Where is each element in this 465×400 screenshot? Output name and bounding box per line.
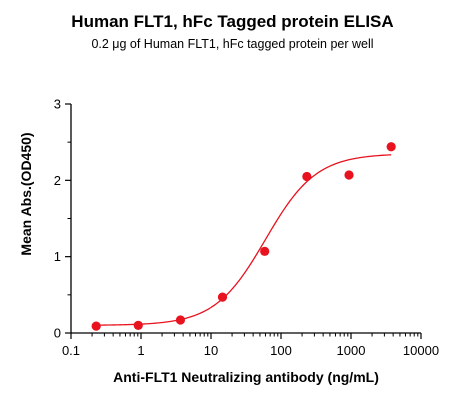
data-point [386,142,396,152]
fit-curve [96,154,392,326]
axes: 0.1 1 10 100 1000 10000 0 1 2 3 [54,97,439,359]
x-tick-label: 1 [137,343,144,358]
data-point [260,246,270,256]
y-tick-label: 3 [54,97,61,112]
x-tick-label: 1000 [337,343,366,358]
x-tick-label: 10 [204,343,218,358]
chart-title: Human FLT1, hFc Tagged protein ELISA [71,12,394,31]
fit-curve-layer [96,154,392,326]
data-point [175,315,186,325]
chart-subtitle: 0.2 μg of Human FLT1, hFc tagged protein… [91,37,374,51]
data-point [91,321,101,331]
x-axis-title: Anti-FLT1 Neutralizing antibody (ng/mL) [113,369,379,385]
data-point [302,171,312,182]
y-tick-label: 0 [54,326,61,341]
data-point [344,170,354,180]
y-tick-label: 1 [54,249,61,264]
y-tick-label: 2 [54,173,61,188]
data-point [133,320,143,330]
data-points-layer [91,142,396,331]
x-tick-label: 10000 [403,343,439,358]
data-point [217,292,228,302]
x-tick-label: 100 [270,343,292,358]
x-tick-label: 0.1 [62,343,80,358]
y-axis-title: Mean Abs.(OD450) [18,132,34,255]
